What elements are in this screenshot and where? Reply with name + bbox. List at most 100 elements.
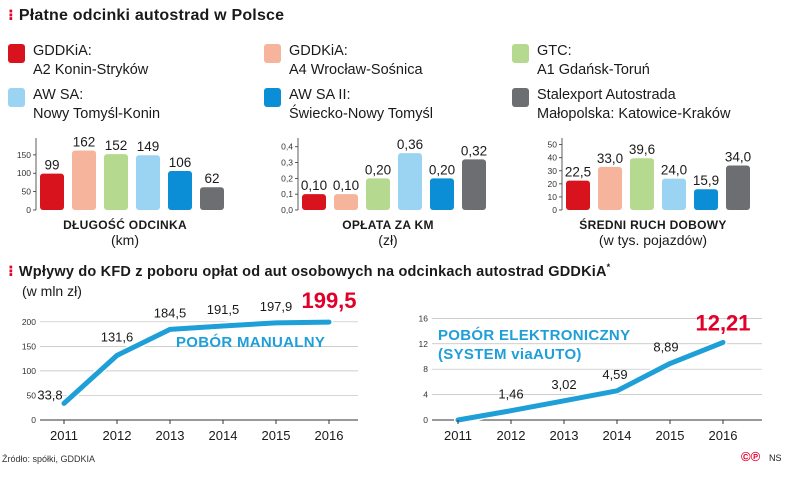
data-label: 22,5 — [565, 165, 591, 180]
bar-chart-traffic: 0 10 20 30 40 50 22,5 33,0 39,6 24,0 15,9 34,0 — [548, 138, 751, 215]
y-tick-label: 20 — [548, 179, 558, 189]
bar-caption-traffic: ŚREDNI RUCH DOBOWY (w tys. pojazdów) — [543, 218, 763, 248]
x-tick-label: 2015 — [656, 428, 685, 443]
series-line — [61, 319, 332, 406]
data-label: 184,5 — [154, 305, 187, 320]
y-tick-label: 50 — [548, 140, 558, 150]
data-label: 0,32 — [461, 143, 487, 158]
line-chart-unit: (w mln zł) — [22, 283, 82, 299]
section-heading-toll-sections: ⁝ Płatne odcinki autostrad w Polsce — [8, 6, 284, 25]
bar — [398, 153, 422, 210]
data-label-highlight: 12,21 — [695, 310, 750, 335]
legend-operator: AW SA II: — [289, 87, 351, 103]
legend-swatch — [264, 88, 281, 107]
bar-caption-title: OPŁATA ZA KM — [342, 218, 434, 232]
bar-chart-length: 0 50 100 150 99 162 152 149 106 62 — [17, 134, 224, 215]
bar — [136, 155, 160, 210]
y-tick-label: 12 — [419, 339, 429, 349]
legend-swatch — [512, 88, 529, 107]
legend-item-stalexport: Stalexport Autostrada Małopolska: Katowi… — [512, 86, 782, 126]
bar — [40, 173, 64, 210]
data-label: 24,0 — [661, 163, 687, 178]
y-tick-label: 100 — [17, 168, 31, 178]
x-tick-label: 2014 — [603, 428, 632, 443]
legend-swatch — [264, 44, 281, 63]
y-tick-label: 0,1 — [281, 189, 293, 199]
data-label: 191,5 — [207, 302, 240, 317]
bar-caption-length: DŁUGOŚĆ ODCINKA (km) — [15, 218, 235, 248]
x-tick-label: 2013 — [156, 428, 185, 443]
data-label: 0,10 — [301, 178, 327, 193]
bar-caption-title: DŁUGOŚĆ ODCINKA — [63, 218, 187, 232]
data-label: 162 — [73, 134, 96, 149]
line-chart-manual: 0 50 100 150 200 2011 2012 2013 2014 2015 2016 33,8… — [22, 290, 358, 443]
bar-caption-unit: (w tys. pojazdów) — [598, 232, 708, 248]
y-tick-label: 150 — [17, 150, 31, 160]
data-label: 3,02 — [551, 377, 576, 392]
legend-swatch — [8, 44, 25, 63]
bar — [726, 165, 750, 210]
data-label: 39,6 — [629, 142, 655, 157]
legend-section: A1 Gdańsk-Toruń — [537, 62, 650, 78]
heading-marker-icon: ⁝ — [8, 7, 14, 24]
data-label: 152 — [105, 138, 128, 153]
y-tick-label: 4 — [423, 390, 428, 400]
y-tick-label: 0 — [423, 415, 428, 425]
bar — [662, 178, 686, 210]
y-tick-label: 0,3 — [281, 158, 293, 168]
data-label: 34,0 — [725, 150, 751, 165]
y-tick-label: 8 — [423, 364, 428, 374]
data-label: 106 — [169, 155, 192, 170]
heading-marker-icon: ⁝ — [8, 263, 14, 280]
data-label: 15,9 — [693, 173, 719, 188]
bar — [366, 178, 390, 210]
publisher-logo: ©℗ — [741, 449, 760, 464]
x-tick-label: 2016 — [315, 428, 344, 443]
legend-item-a2: GDDKiA: A2 Konin-Stryków — [8, 42, 258, 82]
data-label: 8,89 — [653, 340, 678, 355]
legend-item-a1: GTC: A1 Gdańsk-Toruń — [512, 42, 762, 82]
bar-caption-unit: (zł) — [378, 232, 398, 248]
legend-item-aw-sa-ii: AW SA II: Świecko-Nowy Tomyśl — [264, 86, 514, 126]
author-credit: NS — [769, 453, 782, 463]
legend-section: A2 Konin-Stryków — [33, 62, 149, 78]
series-line — [455, 339, 726, 423]
bar — [200, 187, 224, 210]
section-heading-revenue: ⁝ Wpływy do KFD z poboru opłat od aut oso… — [8, 262, 610, 280]
legend-operator: GDDKiA: — [33, 43, 92, 59]
y-tick-label: 100 — [22, 366, 36, 376]
legend-operator: GDDKiA: — [289, 43, 348, 59]
data-label-highlight: 199,5 — [301, 290, 356, 313]
bar — [630, 158, 654, 210]
bar — [72, 150, 96, 210]
bar — [462, 159, 486, 210]
bar — [566, 180, 590, 210]
x-tick-label: 2011 — [50, 428, 78, 443]
x-tick-label: 2015 — [262, 428, 291, 443]
heading-text: Wpływy do KFD z poboru opłat od aut osob… — [18, 264, 607, 280]
line-chart-electronic: 0 4 8 12 16 2011 2012 2013 2014 2015 2016 1,46 3,02 4… — [419, 310, 762, 443]
x-tick-label: 2011 — [444, 428, 472, 443]
data-label: 0,36 — [397, 137, 423, 152]
heading-text: Płatne odcinki autostrad w Polsce — [18, 7, 285, 24]
data-label: 149 — [137, 139, 160, 154]
bar-caption-title: ŚREDNI RUCH DOBOWY — [579, 218, 727, 232]
data-label: 0,20 — [429, 162, 455, 177]
data-label: 33,8 — [37, 387, 62, 402]
bar — [104, 154, 128, 210]
series-title: POBÓR ELEKTRONICZNY — [438, 326, 630, 344]
data-label: 197,9 — [260, 299, 293, 314]
y-tick-label: 10 — [548, 192, 558, 202]
data-label: 4,59 — [602, 367, 627, 382]
y-tick-label: 150 — [22, 341, 36, 351]
y-tick-label: 0 — [552, 205, 557, 215]
legend-item-aw-sa: AW SA: Nowy Tomyśl-Konin — [8, 86, 258, 126]
x-tick-label: 2012 — [497, 428, 526, 443]
legend-section: Świecko-Nowy Tomyśl — [289, 106, 433, 122]
legend-swatch — [512, 44, 529, 63]
bar-caption-fee: OPŁATA ZA KM (zł) — [278, 218, 498, 248]
y-tick-label: 0,0 — [281, 205, 293, 215]
y-tick-label: 40 — [548, 153, 558, 163]
legend-operator: GTC: — [537, 43, 572, 59]
y-tick-label: 0 — [26, 205, 31, 215]
